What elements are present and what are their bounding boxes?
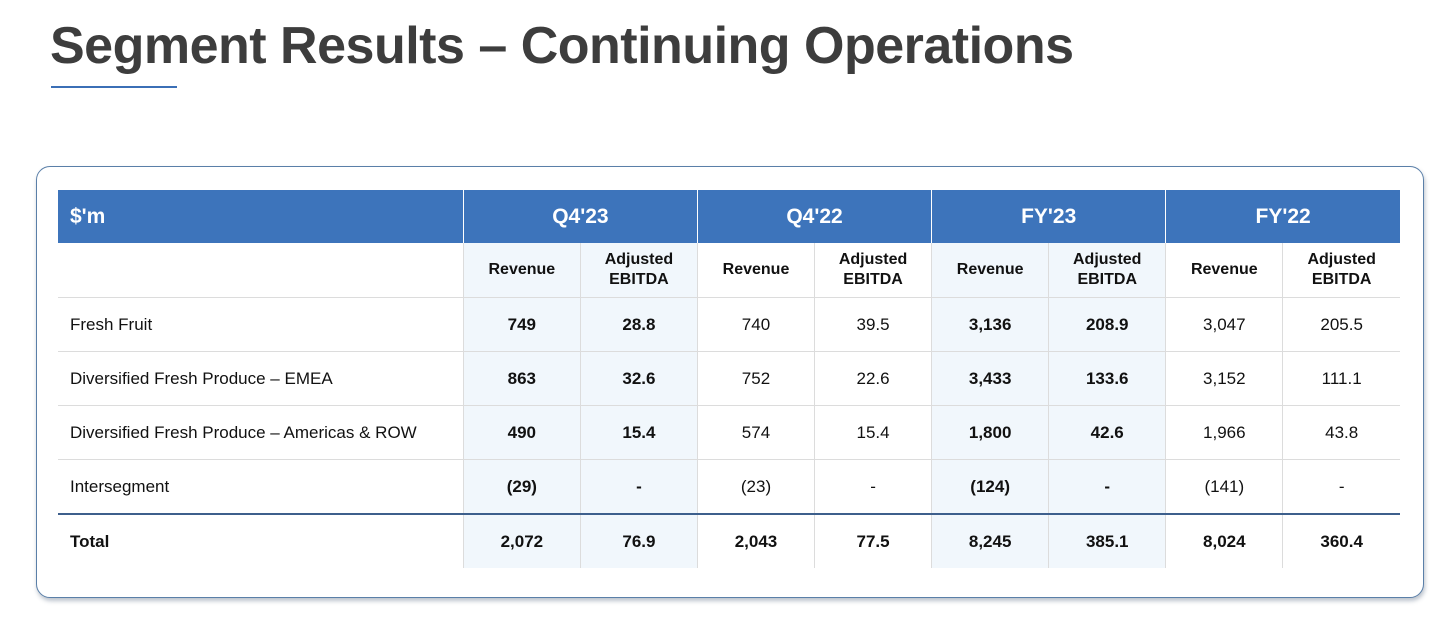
row-label: Diversified Fresh Produce – Americas & R…	[58, 405, 464, 460]
table-cell: 111.1	[1282, 351, 1400, 406]
table-cell: 360.4	[1282, 513, 1400, 568]
table-cell: 3,433	[931, 351, 1049, 406]
period-header: FY'23	[931, 190, 1166, 243]
table-cell: 3,136	[931, 297, 1049, 352]
table-row: Diversified Fresh Produce – Americas & R…	[58, 405, 1400, 460]
table-cell: 205.5	[1282, 297, 1400, 352]
table-cell: (29)	[462, 459, 581, 515]
metric-header-row: Revenue Adjusted EBITDA Revenue Adjusted EB…	[58, 243, 1400, 298]
table-cell: 15.4	[814, 405, 932, 460]
revenue-header: Revenue	[462, 243, 581, 298]
adjusted-ebitda-header: Adjusted EBITDA	[814, 243, 932, 298]
table-cell: (141)	[1165, 459, 1283, 515]
total-row: Total 2,072 76.9 2,043 77.5 8,245 385.1 8,024 36…	[58, 513, 1400, 568]
table-cell: 15.4	[579, 405, 698, 460]
table-cell: 3,047	[1165, 297, 1283, 352]
row-label: Intersegment	[58, 459, 464, 515]
revenue-header: Revenue	[1165, 243, 1283, 298]
period-header-row: $'m Q4'23 Q4'22 FY'23 FY'22	[58, 190, 1400, 243]
unit-label: $'m	[58, 190, 464, 243]
blank-header	[58, 243, 464, 298]
table-row: Diversified Fresh Produce – EMEA 863 32.6 7…	[58, 351, 1400, 406]
table-cell: 133.6	[1048, 351, 1166, 406]
table-cell: -	[1048, 459, 1166, 515]
table-cell: 752	[696, 351, 815, 406]
table-row: Fresh Fruit 749 28.8 740 39.5 3,136 208.9 3,047…	[58, 297, 1400, 352]
revenue-header: Revenue	[931, 243, 1049, 298]
adjusted-ebitda-header: Adjusted EBITDA	[579, 243, 698, 298]
table-cell: 39.5	[814, 297, 932, 352]
table-cell: (124)	[931, 459, 1049, 515]
adjusted-ebitda-header: Adjusted EBITDA	[1282, 243, 1400, 298]
table-cell: 77.5	[814, 513, 932, 568]
table-cell: 76.9	[579, 513, 698, 568]
period-header: Q4'22	[696, 190, 932, 243]
table-cell: -	[579, 459, 698, 515]
table-cell: 749	[462, 297, 581, 352]
table-cell: 3,152	[1165, 351, 1283, 406]
period-header: Q4'23	[462, 190, 698, 243]
table-cell: 740	[696, 297, 815, 352]
adjusted-ebitda-header: Adjusted EBITDA	[1048, 243, 1166, 298]
table-cell: 863	[462, 351, 581, 406]
table-cell: 574	[696, 405, 815, 460]
table-cell: (23)	[696, 459, 815, 515]
table-cell: 2,043	[696, 513, 815, 568]
row-label: Diversified Fresh Produce – EMEA	[58, 351, 464, 406]
row-label: Total	[58, 513, 464, 568]
table-cell: 1,966	[1165, 405, 1283, 460]
period-header: FY'22	[1165, 190, 1400, 243]
page-title: Segment Results – Continuing Operations	[50, 17, 1074, 75]
table-row: Intersegment (29) - (23) - (124) - (141) -	[58, 459, 1400, 515]
title-underline	[51, 86, 177, 88]
table-cell: 385.1	[1048, 513, 1166, 568]
table-cell: 2,072	[462, 513, 581, 568]
table-cell: 28.8	[579, 297, 698, 352]
table-cell: 8,245	[931, 513, 1049, 568]
table-cell: 32.6	[579, 351, 698, 406]
table-cell: 208.9	[1048, 297, 1166, 352]
table-cell: 22.6	[814, 351, 932, 406]
row-label: Fresh Fruit	[58, 297, 464, 352]
table-cell: 43.8	[1282, 405, 1400, 460]
table-cell: 8,024	[1165, 513, 1283, 568]
table-cell: 490	[462, 405, 581, 460]
table-cell: -	[814, 459, 932, 515]
table-cell: -	[1282, 459, 1400, 515]
segment-results-table: $'m Q4'23 Q4'22 FY'23 FY'22 Revenue Adjus…	[58, 190, 1400, 568]
table-cell: 1,800	[931, 405, 1049, 460]
revenue-header: Revenue	[696, 243, 815, 298]
table-cell: 42.6	[1048, 405, 1166, 460]
